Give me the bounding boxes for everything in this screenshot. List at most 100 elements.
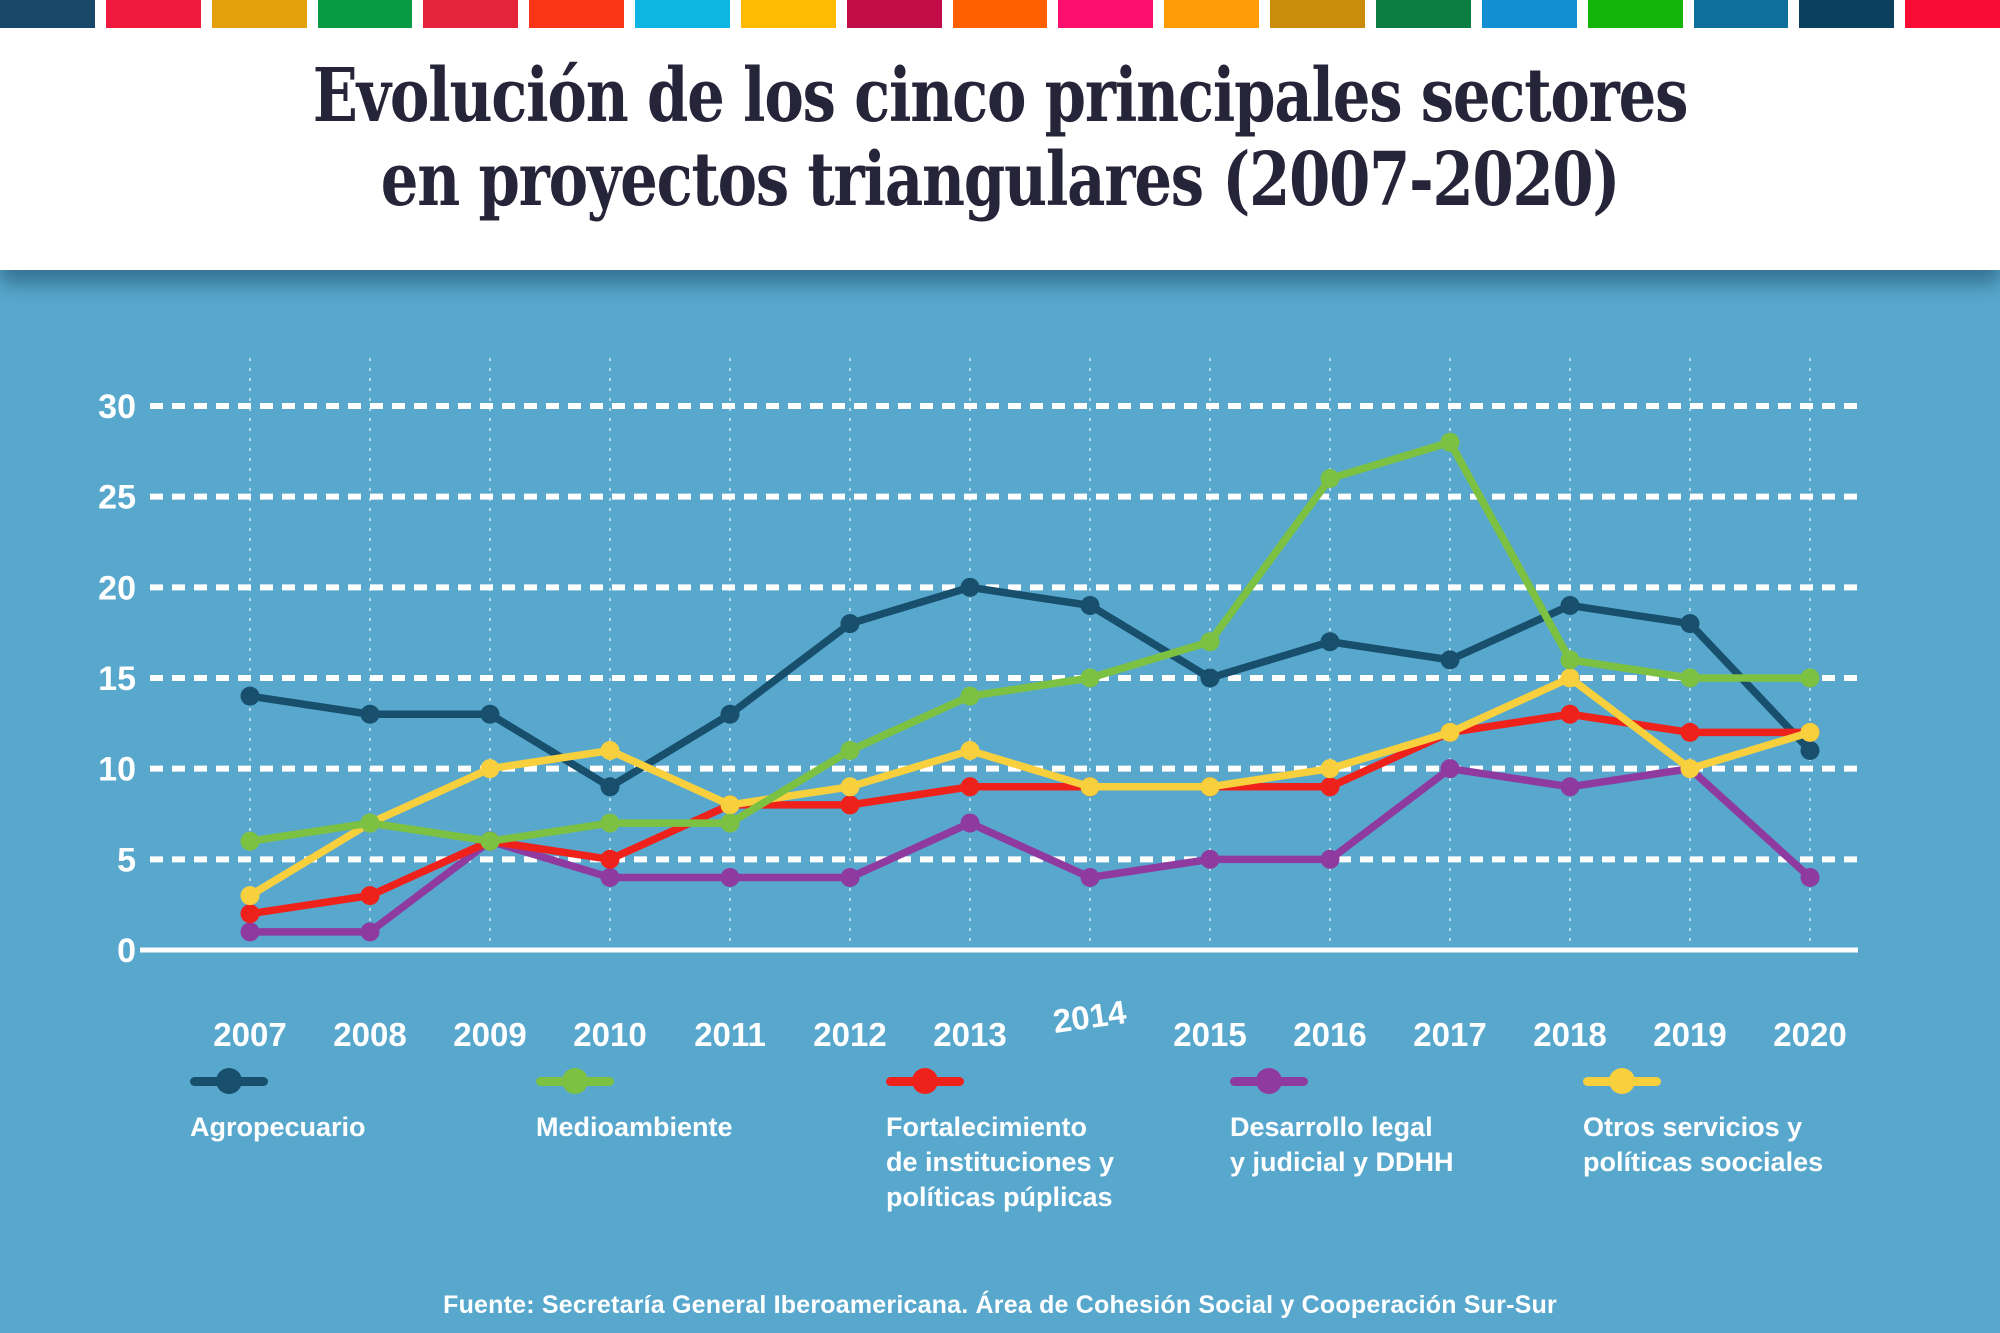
legend-item-agropecuario: Agropecuario — [190, 1068, 366, 1145]
sdg-color-block — [1270, 0, 1365, 28]
y-axis-labels: 0 5 10 15 20 25 30 — [98, 388, 136, 970]
legend-dot-icon — [1256, 1068, 1282, 1094]
year-label-2009: 2009 — [453, 1016, 526, 1053]
data-point — [480, 831, 500, 851]
sdg-color-block — [1905, 0, 2000, 28]
sdg-color-block — [211, 0, 307, 28]
data-point — [720, 813, 740, 833]
data-point — [1080, 668, 1100, 688]
series-line — [246, 583, 1814, 791]
series-medioambiente — [240, 432, 1820, 851]
data-point — [360, 886, 380, 906]
sdg-color-block — [635, 0, 730, 28]
data-point — [1440, 759, 1460, 779]
year-label-2018: 2018 — [1533, 1016, 1606, 1053]
year-label-2015: 2015 — [1173, 1016, 1246, 1053]
data-point — [960, 813, 980, 833]
data-point — [240, 922, 260, 942]
y-axis-label-20: 20 — [98, 569, 136, 607]
data-point — [840, 614, 860, 634]
data-point — [840, 795, 860, 815]
year-label-2020: 2020 — [1773, 1016, 1846, 1053]
data-point — [840, 777, 860, 797]
legend-swatch — [1583, 1068, 1661, 1094]
data-point — [1560, 668, 1580, 688]
data-point — [960, 741, 980, 761]
legend-swatch — [886, 1068, 964, 1094]
data-point — [960, 577, 980, 597]
data-point — [240, 831, 260, 851]
series-agropecuario — [240, 577, 1820, 797]
sdg-color-block — [0, 0, 95, 28]
data-point — [1320, 777, 1340, 797]
sdg-color-block — [1164, 0, 1260, 28]
data-point — [1320, 469, 1340, 489]
sdg-color-block — [317, 0, 413, 28]
year-label-2012: 2012 — [813, 1016, 886, 1053]
data-point — [240, 904, 260, 924]
sdg-color-block — [1693, 0, 1789, 28]
data-point — [480, 759, 500, 779]
sdg-color-block — [1799, 0, 1895, 28]
data-point — [360, 922, 380, 942]
y-axis-label-10: 10 — [98, 751, 136, 789]
data-point — [1200, 849, 1220, 869]
legend-label: Desarrollo legal y judicial y DDHH — [1230, 1112, 1454, 1178]
data-point — [1800, 722, 1820, 742]
sdg-color-block — [846, 0, 942, 28]
sdg-color-bar — [0, 0, 2000, 28]
year-label-2017: 2017 — [1413, 1016, 1486, 1053]
legend-label: Medioambiente — [536, 1112, 733, 1142]
year-label-2010: 2010 — [573, 1016, 646, 1053]
x-axis-labels: 2007 2008 2009 2010 2011 2012 2013 2014 2015 2016… — [213, 993, 1846, 1053]
data-point — [1320, 849, 1340, 869]
y-axis-label-15: 15 — [98, 660, 136, 698]
data-point — [1680, 722, 1700, 742]
data-point — [1080, 777, 1100, 797]
year-label-2011: 2011 — [694, 1016, 766, 1053]
data-point — [600, 867, 620, 887]
series-fortalecimiento-instituciones — [240, 704, 1820, 924]
y-axis-label-0: 0 — [117, 932, 136, 970]
data-point — [720, 795, 740, 815]
sdg-color-block — [529, 0, 625, 28]
data-point — [600, 741, 620, 761]
data-point — [240, 886, 260, 906]
legend-dot-icon — [1609, 1068, 1635, 1094]
sdg-color-block — [1058, 0, 1154, 28]
data-point — [360, 813, 380, 833]
legend-item-desarrollo-legal: Desarrollo legal y judicial y DDHH — [1230, 1068, 1454, 1180]
data-point — [360, 704, 380, 724]
sdg-color-block — [1375, 0, 1471, 28]
y-axis-label-30: 30 — [98, 388, 136, 426]
data-point — [1800, 668, 1820, 688]
data-point — [240, 686, 260, 706]
data-point — [1440, 432, 1460, 452]
legend-label: Agropecuario — [190, 1112, 366, 1142]
data-point — [1680, 668, 1700, 688]
year-label-2013: 2013 — [933, 1016, 1006, 1053]
page-title-line2: en proyectos triangulares (2007-2020) — [380, 137, 1621, 224]
year-label-2007: 2007 — [213, 1016, 286, 1053]
data-point — [480, 704, 500, 724]
gridlines-horizontal — [150, 403, 1858, 863]
legend-item-otros-servicios: Otros servicios y políticas soociales — [1583, 1068, 1823, 1180]
title-band: Evolución de los cinco principales secto… — [0, 28, 2000, 270]
data-point — [600, 849, 620, 869]
legend-item-medioambiente: Medioambiente — [536, 1068, 733, 1145]
data-point — [1320, 632, 1340, 652]
sdg-color-block — [952, 0, 1048, 28]
data-point — [1560, 777, 1580, 797]
legend-dot-icon — [216, 1068, 242, 1094]
data-point — [720, 867, 740, 887]
legend-dot-icon — [562, 1068, 588, 1094]
data-point — [1800, 741, 1820, 761]
legend-swatch — [190, 1068, 268, 1094]
data-point — [1200, 668, 1220, 688]
data-point — [1320, 759, 1340, 779]
data-point — [960, 686, 980, 706]
data-point — [1560, 650, 1580, 670]
data-point — [1080, 867, 1100, 887]
legend-dot-icon — [912, 1068, 938, 1094]
